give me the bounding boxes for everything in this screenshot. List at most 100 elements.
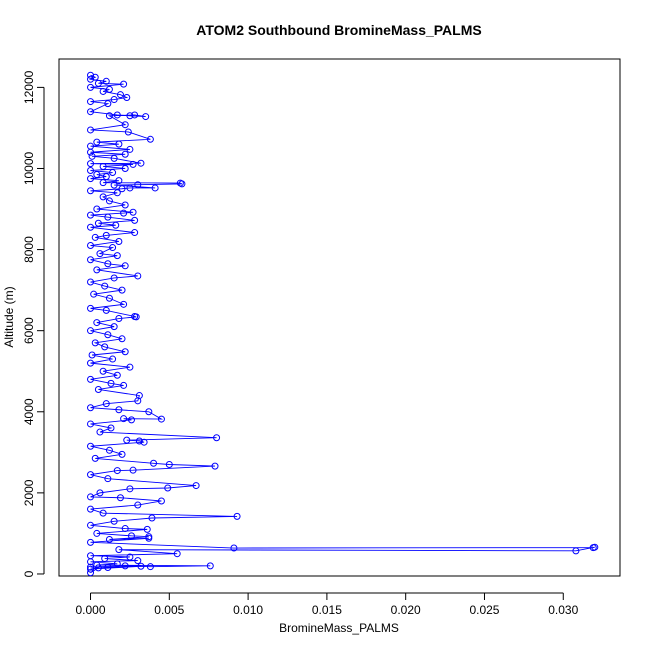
data-point bbox=[134, 272, 142, 280]
data-point bbox=[118, 185, 126, 193]
data-point bbox=[87, 569, 95, 577]
data-point bbox=[94, 564, 102, 572]
data-layer bbox=[87, 71, 599, 577]
data-point bbox=[104, 475, 112, 483]
data-point bbox=[230, 544, 238, 552]
data-point bbox=[150, 459, 158, 467]
data-point bbox=[143, 525, 151, 533]
data-point bbox=[102, 173, 110, 181]
data-point bbox=[93, 138, 101, 146]
data-point bbox=[87, 83, 95, 91]
data-point bbox=[131, 229, 139, 237]
data-point bbox=[93, 205, 101, 213]
data-point bbox=[572, 547, 580, 555]
data-point bbox=[93, 171, 101, 179]
data-point bbox=[233, 512, 241, 520]
data-point bbox=[121, 348, 129, 356]
data-point bbox=[101, 282, 109, 290]
data-point bbox=[94, 219, 102, 227]
data-point bbox=[105, 85, 113, 93]
data-point bbox=[87, 167, 95, 175]
data-point bbox=[87, 304, 95, 312]
y-tick-label: 6000 bbox=[22, 317, 36, 344]
y-tick-label: 4000 bbox=[22, 398, 36, 425]
data-point bbox=[93, 319, 101, 327]
data-point bbox=[115, 237, 123, 245]
data-point bbox=[102, 306, 110, 314]
data-point bbox=[105, 197, 113, 205]
data-point bbox=[87, 242, 95, 250]
x-tick-label: 0.030 bbox=[548, 603, 578, 617]
data-point bbox=[121, 525, 129, 533]
data-point bbox=[115, 406, 123, 414]
data-point bbox=[211, 462, 219, 470]
data-point bbox=[124, 128, 132, 136]
data-point bbox=[118, 286, 126, 294]
y-tick-label: 10000 bbox=[22, 151, 36, 185]
data-point bbox=[107, 424, 115, 432]
data-point bbox=[87, 505, 95, 513]
data-point bbox=[109, 244, 117, 252]
data-point bbox=[87, 404, 95, 412]
data-point bbox=[137, 159, 145, 167]
y-axis: 0 2000 4000 6000 8000 10000 12000 bbox=[22, 70, 45, 577]
data-point bbox=[87, 493, 95, 501]
data-point bbox=[105, 446, 113, 454]
data-point bbox=[107, 379, 115, 387]
data-point bbox=[157, 415, 165, 423]
data-point bbox=[134, 557, 142, 565]
data-point bbox=[87, 160, 95, 168]
data-point bbox=[146, 135, 154, 143]
y-tick-label: 2000 bbox=[22, 479, 36, 506]
x-tick-label: 0.015 bbox=[312, 603, 342, 617]
data-point bbox=[87, 565, 95, 573]
data-point bbox=[145, 408, 153, 416]
data-point bbox=[129, 160, 137, 168]
data-point bbox=[121, 164, 129, 172]
data-point bbox=[87, 75, 95, 83]
data-point bbox=[145, 534, 153, 542]
data-point bbox=[126, 363, 134, 371]
data-point bbox=[99, 193, 107, 201]
data-point bbox=[113, 467, 121, 475]
data-point bbox=[113, 560, 121, 568]
data-point bbox=[118, 335, 126, 343]
data-point bbox=[173, 550, 181, 558]
data-point bbox=[104, 563, 112, 571]
data-point bbox=[121, 121, 129, 129]
data-point bbox=[115, 315, 123, 323]
data-point bbox=[87, 375, 95, 383]
plot-frame bbox=[58, 58, 621, 577]
x-tick-label: 0.000 bbox=[76, 603, 106, 617]
data-point bbox=[109, 169, 117, 177]
data-point bbox=[96, 489, 104, 497]
x-tick-label: 0.025 bbox=[469, 603, 499, 617]
data-point bbox=[99, 509, 107, 517]
data-point bbox=[115, 140, 123, 148]
data-point bbox=[151, 184, 159, 192]
data-point bbox=[87, 126, 95, 134]
data-point bbox=[126, 553, 134, 561]
data-point bbox=[93, 266, 101, 274]
x-axis-label: BromineMass_PALMS bbox=[279, 621, 399, 635]
data-point bbox=[102, 77, 110, 85]
data-point bbox=[112, 221, 120, 229]
data-point bbox=[140, 438, 148, 446]
data-point bbox=[87, 175, 95, 183]
data-point bbox=[127, 416, 135, 424]
data-point bbox=[134, 501, 142, 509]
data-point bbox=[134, 181, 142, 189]
data-point bbox=[129, 208, 137, 216]
data-point bbox=[137, 562, 145, 570]
data-point bbox=[90, 290, 98, 298]
data-point bbox=[123, 94, 131, 102]
data-point bbox=[87, 420, 95, 428]
data-point bbox=[99, 179, 107, 187]
data-point bbox=[115, 177, 123, 185]
data-point bbox=[146, 563, 154, 571]
data-point bbox=[121, 201, 129, 209]
data-point bbox=[192, 482, 200, 490]
data-point bbox=[94, 79, 102, 87]
data-point bbox=[165, 460, 173, 468]
data-point bbox=[102, 231, 110, 239]
